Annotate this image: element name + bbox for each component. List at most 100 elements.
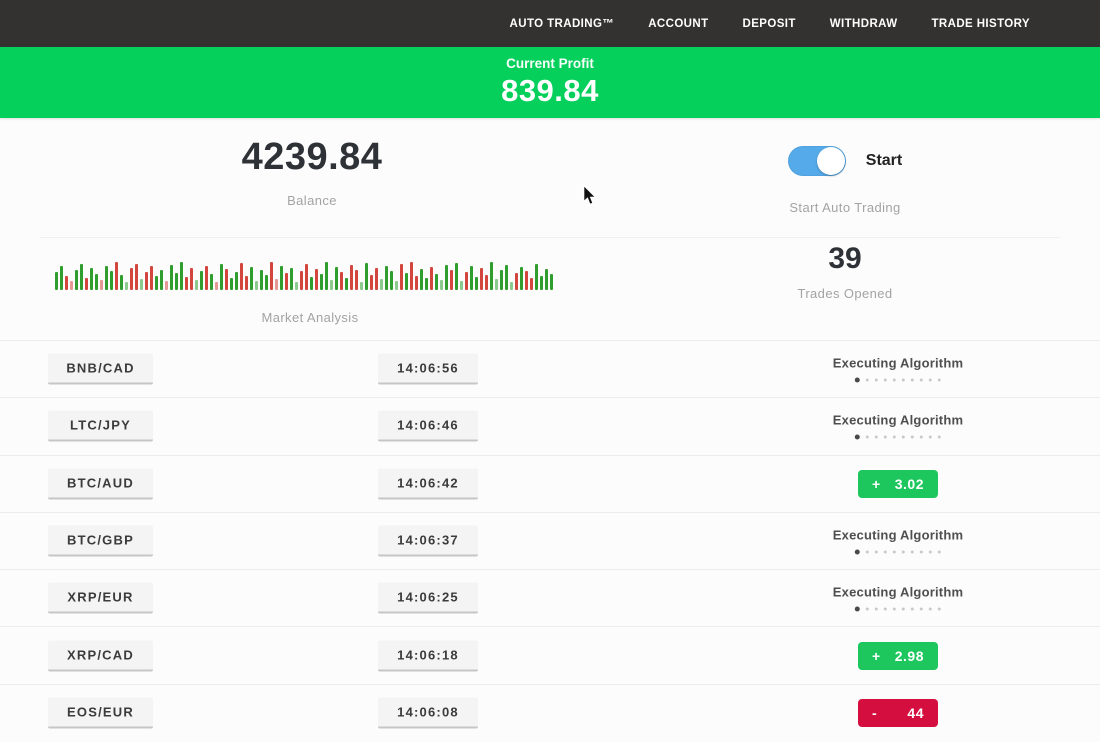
candle-bar — [535, 264, 538, 290]
candle-bar — [190, 268, 193, 290]
loader-dot — [855, 434, 860, 440]
candle-bar — [355, 270, 358, 290]
candle-bar — [330, 280, 333, 290]
nav-deposit[interactable]: DEPOSIT — [742, 17, 796, 30]
market-analysis-label: Market Analysis — [261, 310, 359, 325]
candle-bar — [400, 264, 403, 290]
candle-bar — [480, 268, 483, 290]
nav-withdraw[interactable]: WITHDRAW — [829, 17, 898, 30]
nav-account[interactable]: ACCOUNT — [648, 17, 709, 30]
candle-bar — [415, 276, 418, 290]
time-badge: 14:06:56 — [378, 353, 478, 385]
candle-bar — [145, 272, 148, 290]
candle-bar — [305, 264, 308, 290]
candle-bar — [225, 269, 228, 290]
pair-badge: LTC/JPY — [48, 410, 153, 442]
candle-bar — [130, 268, 133, 290]
loader-dot — [875, 378, 878, 382]
loss-badge: - 44 — [858, 698, 938, 727]
candle-bar — [395, 281, 398, 290]
time-badge: 14:06:46 — [378, 410, 478, 442]
table-row: BNB/CAD 14:06:56 Executing Algorithm — [0, 340, 1100, 397]
candle-bar — [470, 266, 473, 290]
loader-dots — [833, 434, 963, 440]
candle-bar — [550, 274, 553, 290]
loader-dot — [884, 435, 887, 439]
time-badge: 14:06:42 — [378, 468, 478, 500]
candle-bar — [135, 264, 138, 290]
candle-bar — [115, 262, 118, 290]
loader-dot — [893, 378, 896, 382]
nav-auto-trading[interactable]: AUTO TRADING™ — [509, 17, 615, 30]
balance-label: Balance — [287, 193, 337, 208]
market-analysis-chart — [55, 254, 567, 290]
candle-bar — [365, 263, 368, 290]
loader-dot — [902, 607, 905, 611]
candle-bar — [505, 265, 508, 290]
trade-list: BNB/CAD 14:06:56 Executing Algorithm LTC/JP… — [0, 340, 1100, 741]
candle-bar — [315, 269, 318, 290]
loader-dot — [911, 550, 914, 554]
candle-bar — [490, 262, 493, 290]
candle-bar — [375, 268, 378, 290]
loader-dot — [866, 607, 869, 611]
candle-bar — [345, 278, 348, 290]
loader-dot — [938, 607, 941, 611]
loader-dot — [938, 435, 941, 439]
candle-bar — [75, 270, 78, 290]
trades-opened-value: 39 — [828, 242, 862, 275]
candle-bar — [460, 281, 463, 290]
candle-bar — [385, 266, 388, 290]
loader-dot — [920, 550, 923, 554]
auto-trading-toggle[interactable] — [787, 146, 846, 176]
loader-dot — [938, 550, 941, 554]
candle-bar — [215, 282, 218, 290]
nav-trade-history[interactable]: TRADE HISTORY — [931, 17, 1030, 30]
loader-dot — [866, 378, 869, 382]
table-row: EOS/EUR 14:06:08 - 44 — [0, 683, 1100, 741]
loader-dot — [884, 550, 887, 554]
result-value: 2.98 — [894, 647, 924, 664]
table-row: XRP/CAD 14:06:18 +2.98 — [0, 626, 1100, 683]
candle-bar — [250, 267, 253, 290]
loader-dot — [875, 607, 878, 611]
candle-bar — [450, 270, 453, 290]
loader-dot — [866, 550, 869, 554]
loader-dot — [884, 378, 887, 382]
result-sign: + — [872, 647, 881, 664]
candle-bar — [310, 277, 313, 290]
profit-badge: +2.98 — [858, 641, 938, 670]
status-cell: Executing Algorithm — [833, 356, 963, 383]
executing-algorithm-label: Executing Algorithm — [832, 355, 964, 371]
loader-dot — [902, 435, 905, 439]
candle-bar — [410, 262, 413, 290]
candle-bar — [495, 279, 498, 290]
candle-bar — [525, 271, 528, 290]
result-value: 3.02 — [894, 475, 924, 492]
profit-badge: +3.02 — [858, 469, 938, 498]
candle-bar — [90, 268, 93, 290]
loader-dot — [875, 550, 878, 554]
loader-dot — [938, 378, 941, 382]
pair-badge: XRP/EUR — [48, 582, 153, 614]
candle-bar — [320, 274, 323, 290]
status-cell: +3.02 — [858, 469, 938, 498]
candle-bar — [430, 267, 433, 290]
candle-bar — [235, 272, 238, 290]
candle-bar — [105, 266, 108, 290]
candle-bar — [540, 276, 543, 290]
loader-dot — [893, 607, 896, 611]
candle-bar — [390, 271, 393, 290]
loader-dot — [929, 607, 932, 611]
candle-bar — [100, 280, 103, 290]
loader-dot — [866, 435, 869, 439]
candle-bar — [270, 262, 273, 290]
balance-section: 4239.84 Balance Start Start Auto Trading — [0, 118, 1100, 237]
trades-opened-block: 39 Trades Opened — [695, 242, 995, 301]
candle-bar — [340, 272, 343, 290]
candle-bar — [140, 279, 143, 290]
candle-bar — [120, 275, 123, 290]
candle-bar — [420, 269, 423, 290]
executing-algorithm-label: Executing Algorithm — [832, 584, 964, 600]
